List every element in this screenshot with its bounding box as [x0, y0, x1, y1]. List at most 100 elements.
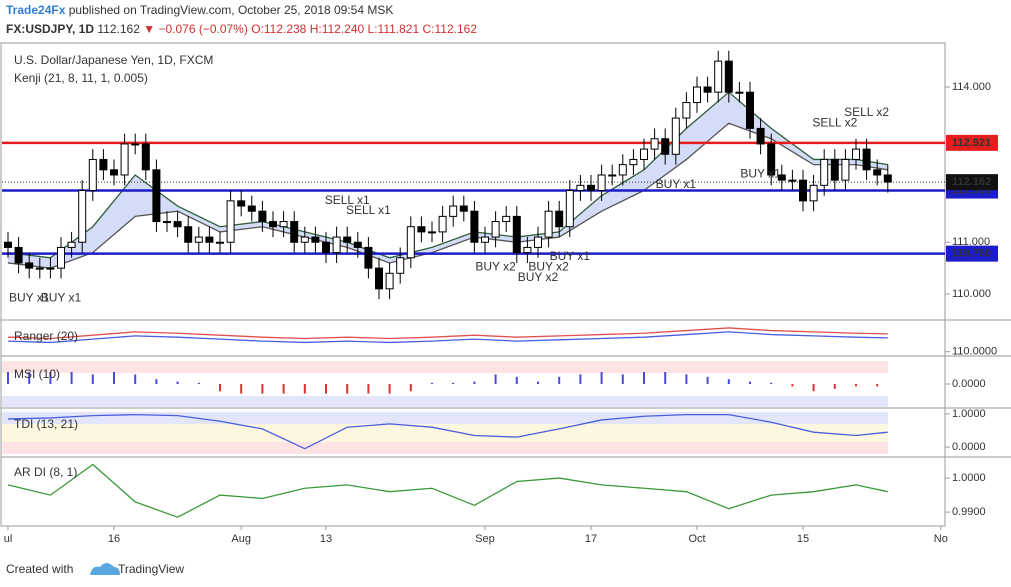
x-tick-label: Aug — [231, 533, 251, 545]
level-label: 110.780 — [952, 248, 991, 260]
y-tick-label: 1.0000 — [952, 472, 986, 484]
y-tick-label: 1.0000 — [952, 408, 986, 420]
candle-body — [14, 246, 23, 264]
candle-body — [640, 148, 648, 160]
candle-body — [788, 179, 797, 182]
bar — [388, 384, 391, 394]
signal-label: BUY x1 — [740, 166, 781, 180]
bar — [197, 382, 200, 384]
level-tag — [946, 134, 998, 151]
bar — [282, 384, 285, 394]
footer-brand[interactable]: TradingView — [118, 562, 184, 576]
bar — [155, 379, 158, 384]
chart-title: U.S. Dollar/Japanese Yen, 1D, FXCM — [14, 53, 213, 67]
level-label: 112.921 — [952, 137, 991, 149]
x-tick-label: Oct — [688, 533, 705, 545]
candle-body — [35, 267, 44, 270]
candle-body — [67, 241, 76, 248]
open: O:112.238 — [251, 22, 306, 36]
candle-body — [534, 236, 542, 248]
candle-body — [873, 169, 882, 176]
header-line: Trade24Fx published on TradingView.com, … — [6, 3, 393, 17]
bar — [452, 382, 455, 384]
candle-body — [883, 174, 892, 183]
candle-body — [300, 236, 309, 243]
signal-label: SELL x1 — [346, 203, 391, 217]
tdi-band — [2, 442, 888, 454]
candle-body — [693, 86, 701, 104]
bar — [346, 384, 349, 394]
candle-body — [237, 200, 246, 207]
candle-body — [258, 210, 267, 223]
bar — [367, 384, 370, 394]
candle-body — [78, 190, 87, 243]
x-tick-label: ul — [4, 533, 13, 545]
candle-body — [131, 143, 140, 146]
candle-body — [57, 246, 65, 269]
candle-body — [110, 169, 118, 176]
line — [7, 463, 888, 518]
candle-body — [141, 143, 150, 171]
signal-label: BUY x1 — [550, 249, 591, 263]
candle-body — [650, 138, 659, 150]
candle-body — [417, 226, 426, 233]
candle-body — [364, 246, 373, 269]
close: C:112.162 — [423, 22, 478, 36]
pane-title: Ranger (20) — [14, 329, 78, 343]
published: published on TradingView.com, October 25… — [69, 3, 394, 17]
candle-body — [99, 158, 108, 171]
candle-body — [385, 272, 394, 290]
msi-band — [2, 396, 888, 407]
candle-body — [269, 221, 277, 228]
high: H:112.240 — [310, 22, 365, 36]
bar — [833, 384, 836, 389]
bar — [473, 381, 476, 384]
candle-body — [714, 60, 723, 93]
candle-body — [449, 205, 458, 217]
candle-body — [777, 174, 786, 181]
signal-label: BUY x2 — [528, 260, 569, 274]
signal-label: BUY x1 — [656, 177, 697, 191]
chart-subtitle: Kenji (21, 8, 11, 1, 0.005) — [14, 71, 148, 85]
level-tag — [946, 245, 998, 262]
candle-body — [173, 221, 182, 228]
y-tick-label: 110.0000 — [952, 346, 997, 358]
bar — [28, 372, 31, 384]
candle-body — [809, 184, 818, 202]
candle-body — [746, 91, 754, 129]
bar — [537, 381, 539, 384]
candle-body — [353, 241, 362, 248]
signal-label: BUY x1 — [9, 291, 50, 305]
candle-body — [703, 86, 712, 93]
y-tick-label: 0.0000 — [952, 378, 986, 390]
candle-body — [481, 236, 489, 243]
signal-label: BUY x2 — [475, 260, 516, 274]
x-tick-label: 17 — [585, 533, 597, 545]
candle-body — [597, 174, 606, 192]
candle-body — [332, 236, 341, 254]
bar — [431, 382, 433, 384]
bar — [621, 374, 624, 384]
bar — [409, 384, 412, 392]
candle-body — [502, 215, 511, 223]
pane-title: TDI (13, 21) — [14, 417, 78, 431]
candle-body — [279, 221, 288, 228]
bar — [600, 372, 603, 384]
candle-body — [25, 262, 34, 269]
candle-body — [226, 200, 235, 243]
last-label: 112.162 — [952, 176, 991, 188]
candle-body — [88, 158, 97, 192]
arrow: ▼ — [143, 22, 155, 36]
price: 112.162 — [97, 22, 140, 36]
footer: Created with TradingView — [6, 562, 184, 576]
footer-created: Created with — [6, 562, 73, 576]
candle-body — [216, 241, 224, 244]
candle-body — [438, 215, 447, 233]
candle-body — [4, 241, 12, 248]
line — [7, 331, 888, 344]
bar — [325, 384, 327, 394]
candle-body — [491, 221, 500, 238]
candle-body — [820, 158, 829, 186]
